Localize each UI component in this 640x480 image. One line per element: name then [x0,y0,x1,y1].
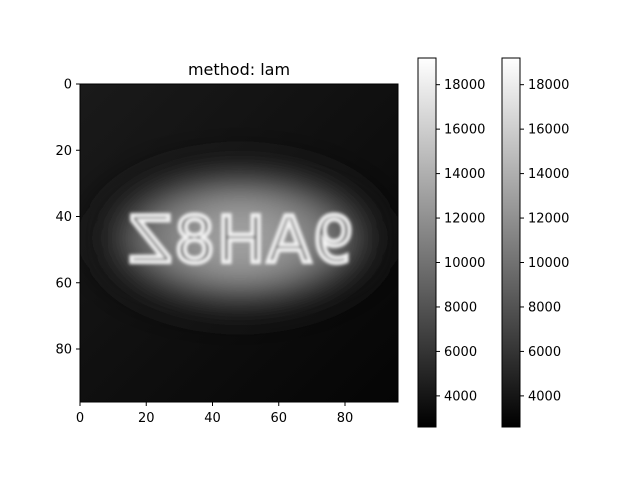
colorbar-tick-label: 10000 [444,256,485,271]
y-tick-label: 60 [55,276,72,291]
colorbar-tick-label: 4000 [528,389,561,404]
colorbar-tick-label: 16000 [528,123,569,138]
colorbar-2-ticks: 4000 6000 8000 10000 12000 14000 16000 18000 [520,78,569,404]
x-tick-label: 20 [138,411,155,426]
x-tick-label: 0 [76,411,84,426]
chart-title: method: lam [188,60,290,79]
heatmap-glow-core [122,194,358,282]
colorbar-tick-label: 12000 [528,212,569,227]
colorbar-tick-label: 4000 [444,389,477,404]
colorbar-tick-label: 6000 [528,345,561,360]
y-tick-label: 20 [55,144,72,159]
colorbar-tick-label: 16000 [444,123,485,138]
colorbar-tick-label: 12000 [444,212,485,227]
x-tick-label: 80 [337,411,354,426]
y-tick-label: 40 [55,210,72,225]
colorbar-1-gradient [418,58,436,427]
colorbar-tick-label: 18000 [444,78,485,93]
colorbar-tick-label: 14000 [444,167,485,182]
colorbar-tick-label: 14000 [528,167,569,182]
colorbar-2-frame [501,57,521,428]
colorbar-tick-label: 8000 [528,300,561,315]
x-axis: 0 20 40 60 80 [76,402,353,426]
colorbar-tick-label: 10000 [528,256,569,271]
x-tick-label: 60 [270,411,287,426]
y-tick-label: 0 [64,78,72,93]
x-tick-label: 40 [204,411,221,426]
colorbar-2: 4000 6000 8000 10000 12000 14000 16000 18000 [501,57,569,428]
heatmap-image: 9AH8Z [80,84,398,402]
colorbar-tick-label: 18000 [528,78,569,93]
colorbar-1-frame [417,57,437,428]
y-tick-label: 80 [55,343,72,358]
colorbar-1: 4000 6000 8000 10000 12000 14000 16000 18000 [417,57,485,428]
colorbar-1-ticks: 4000 6000 8000 10000 12000 14000 16000 18000 [436,78,485,404]
plot-frame [79,83,399,403]
colorbar-tick-label: 8000 [444,300,477,315]
colorbar-tick-label: 6000 [444,345,477,360]
y-axis: 0 20 40 60 80 [55,78,80,358]
colorbar-2-gradient [502,58,520,427]
heatmap-overlay-text: 9AH8Z [126,204,353,278]
